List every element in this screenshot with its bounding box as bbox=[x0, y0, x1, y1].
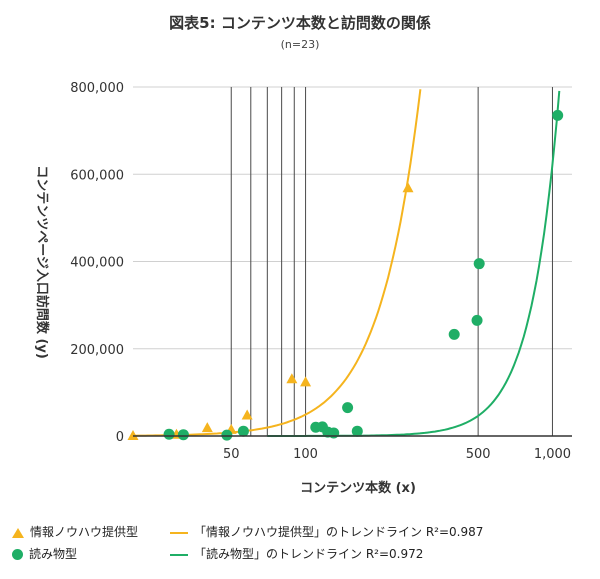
triangle-point bbox=[300, 376, 312, 387]
trendline-icon bbox=[170, 553, 188, 556]
y-tick-label: 200,000 bbox=[70, 343, 124, 358]
x-tick-label: 500 bbox=[466, 447, 491, 462]
trendlines bbox=[133, 89, 561, 437]
y-tick-label: 800,000 bbox=[70, 81, 124, 96]
circle-point bbox=[448, 328, 460, 340]
legend-marker-b: 読み物型 bbox=[12, 545, 77, 562]
circle-point bbox=[342, 402, 354, 414]
x-tick-label: 1,000 bbox=[534, 447, 571, 462]
circle-point bbox=[177, 429, 189, 441]
circle-point bbox=[473, 258, 485, 270]
y-tick-label: 0 bbox=[116, 430, 124, 445]
triangle-point bbox=[402, 182, 414, 193]
legend-line-a: 「情報ノウハウ提供型」のトレンドライン R²=0.987 bbox=[170, 523, 483, 540]
circle-point bbox=[328, 427, 340, 439]
y-axis-label: コンテンツページ入口訪問数 (y) bbox=[34, 165, 50, 359]
x-tick-label: 100 bbox=[293, 447, 318, 462]
chart-title: 図表5: コンテンツ本数と訪問数の関係 bbox=[169, 14, 431, 32]
triangle-point bbox=[286, 373, 298, 384]
circle-point bbox=[351, 425, 363, 437]
circle-point bbox=[221, 429, 233, 441]
circle-point bbox=[471, 314, 483, 326]
trendline-1 bbox=[133, 89, 422, 437]
x-tick-label: 50 bbox=[223, 447, 240, 462]
circle-marker-icon bbox=[12, 549, 23, 560]
x-axis-label: コンテンツ本数 (x) bbox=[300, 480, 416, 496]
triangle-point bbox=[127, 430, 139, 440]
scatter-chart: 0 200,000 400,000 600,000 800,000 50 100 500 1,0… bbox=[34, 81, 572, 496]
axes: 0 200,000 400,000 600,000 800,000 50 100 500 1,0… bbox=[70, 81, 572, 462]
triangle-point bbox=[201, 422, 213, 433]
data-points bbox=[127, 109, 564, 441]
triangle-point bbox=[241, 409, 253, 420]
triangle-marker-icon bbox=[12, 527, 24, 538]
circle-point bbox=[163, 428, 175, 440]
y-tick-label: 600,000 bbox=[70, 168, 124, 183]
legend-marker-a: 情報ノウハウ提供型 bbox=[12, 523, 138, 540]
legend-label: 「情報ノウハウ提供型」のトレンドライン R²=0.987 bbox=[194, 525, 484, 539]
legend-label: 情報ノウハウ提供型 bbox=[30, 525, 139, 539]
legend-label: 「読み物型」のトレンドライン R²=0.972 bbox=[194, 547, 424, 561]
chart-subtitle: (n=23) bbox=[280, 38, 320, 51]
circle-point bbox=[552, 109, 564, 121]
legend-label: 読み物型 bbox=[29, 547, 78, 561]
circle-point bbox=[237, 425, 249, 437]
legend-line-b: 「読み物型」のトレンドライン R²=0.972 bbox=[170, 545, 423, 562]
y-tick-label: 400,000 bbox=[70, 256, 124, 271]
trendline-icon bbox=[170, 531, 188, 534]
